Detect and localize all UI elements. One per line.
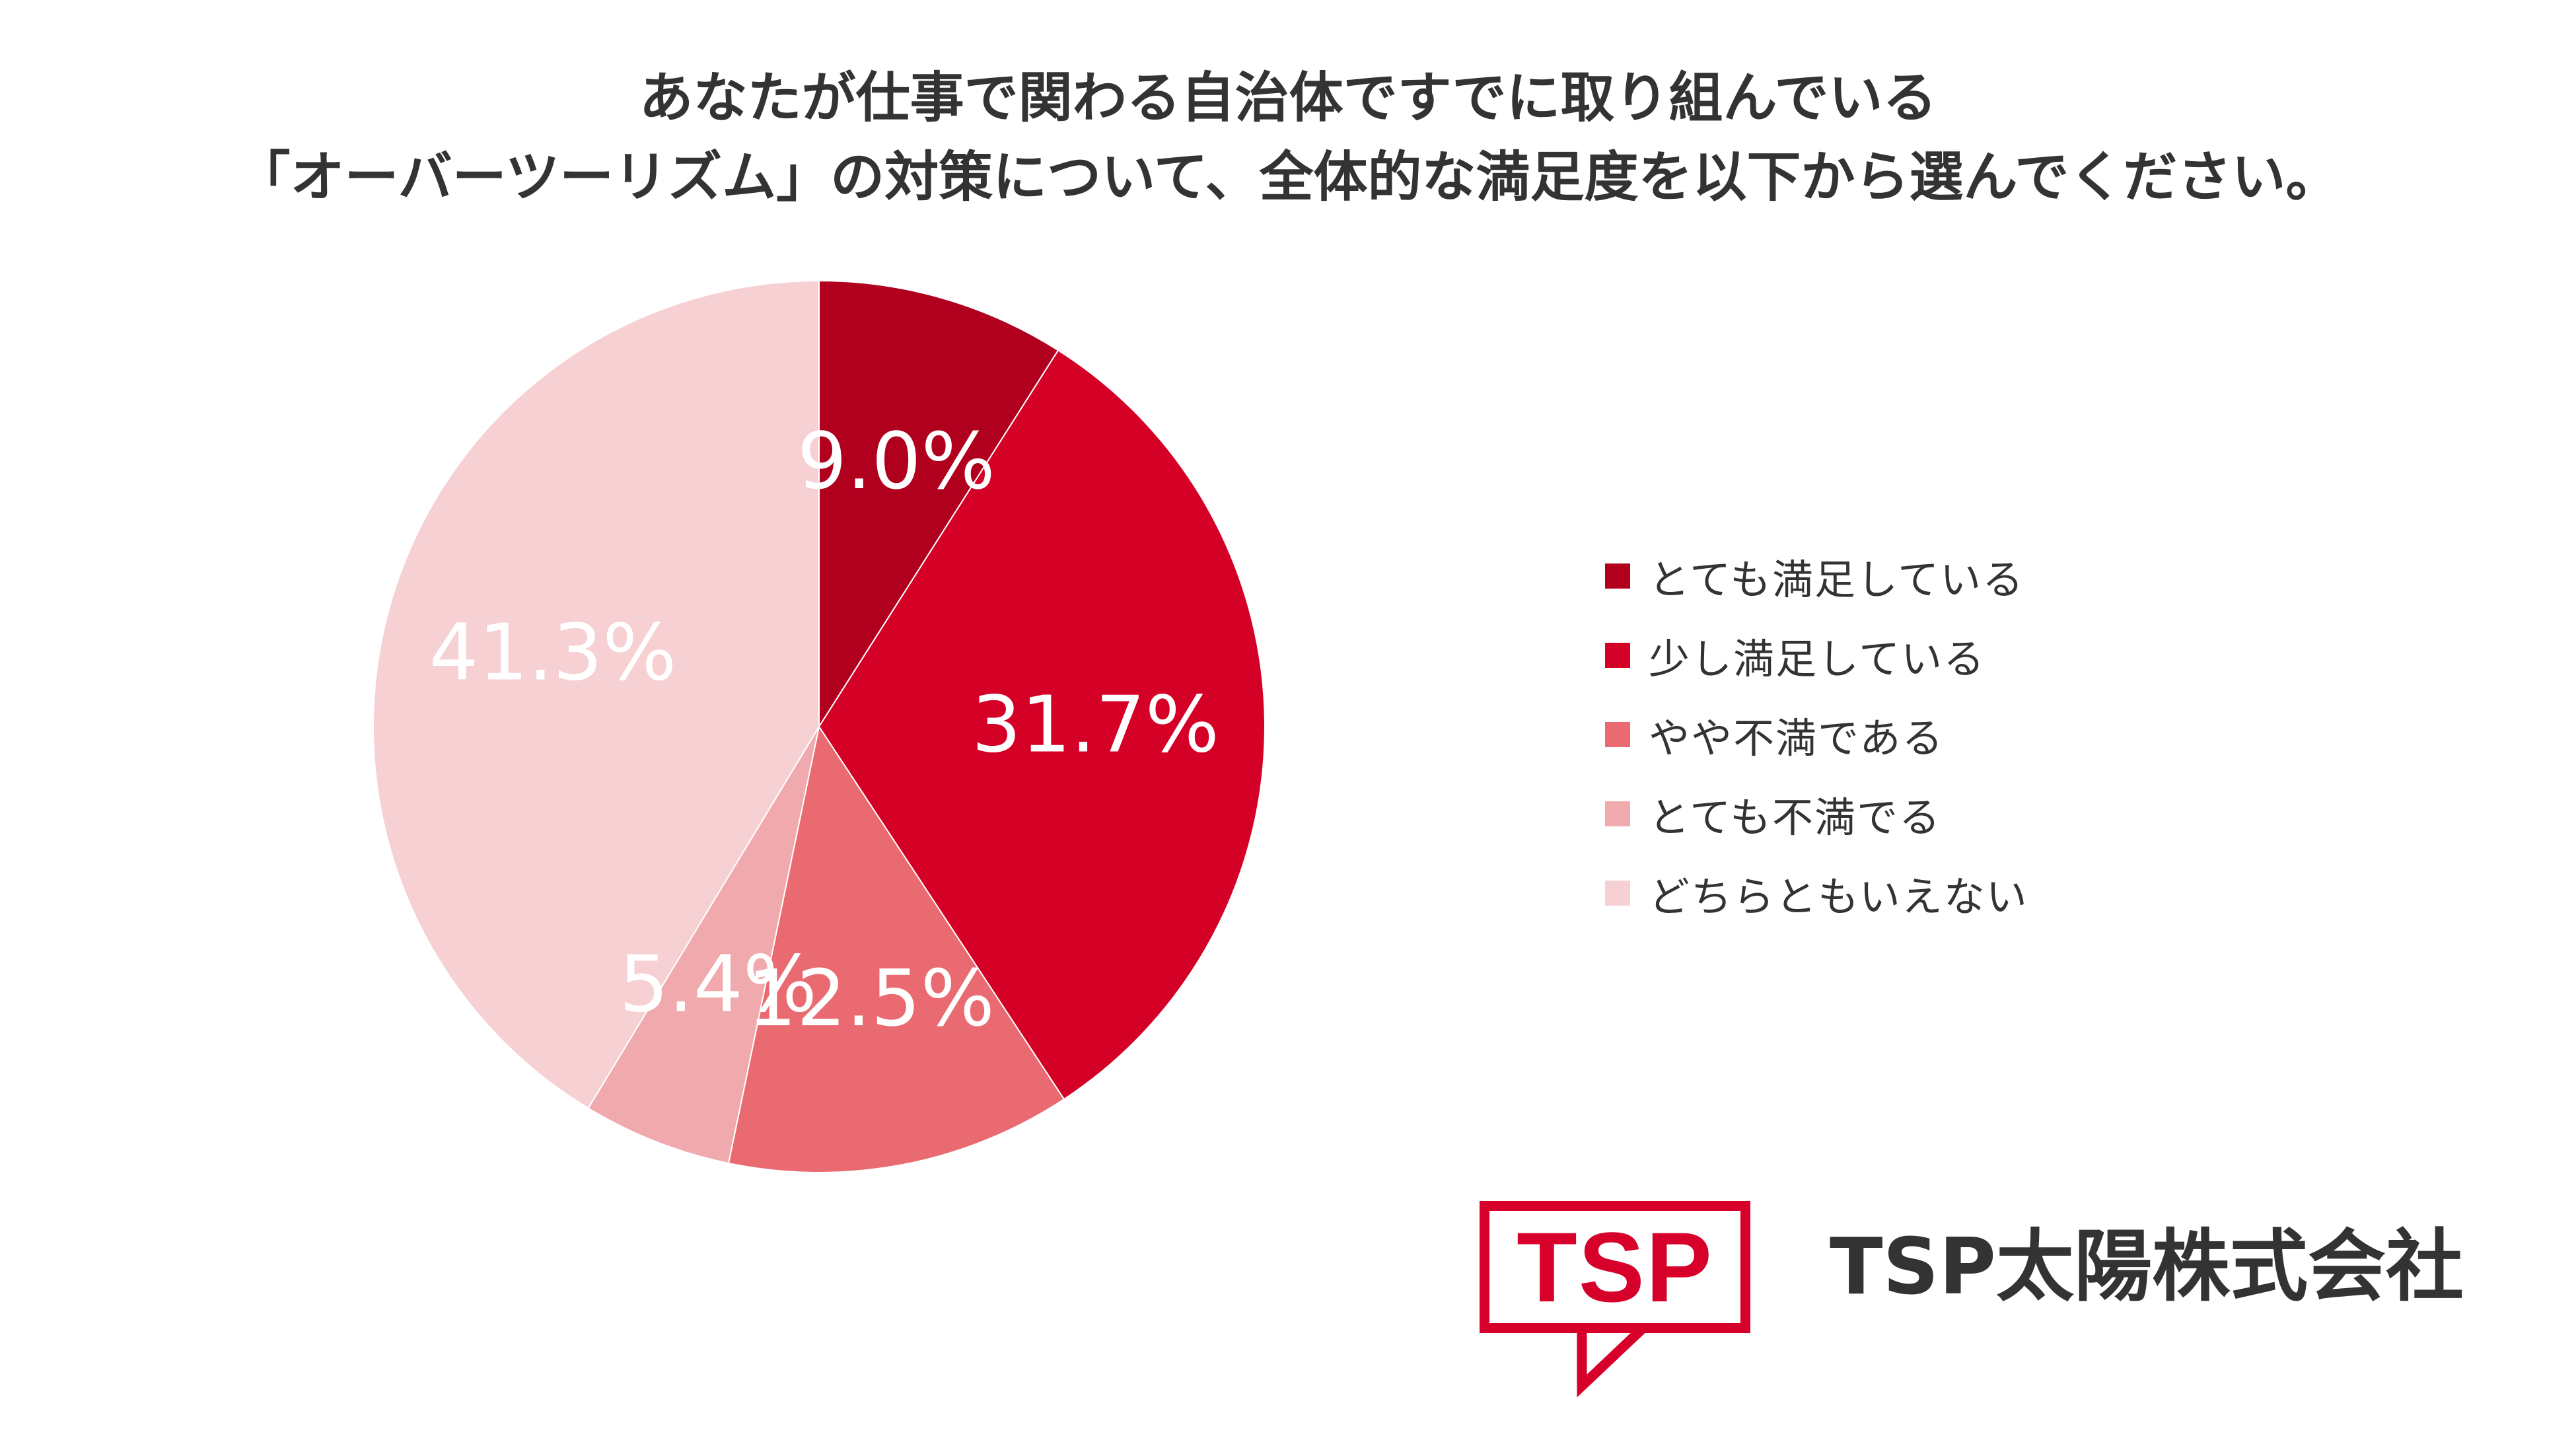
pie-data-label-4: 41.3% — [429, 607, 676, 698]
legend-swatch — [1605, 563, 1630, 589]
pie-slice-2 — [727, 725, 1065, 1173]
legend-item: とても満足している — [1605, 536, 2028, 616]
legend-swatch — [1605, 881, 1630, 906]
legend-item: 少し満足している — [1605, 616, 2028, 695]
legend-label: 少し満足している — [1649, 635, 1986, 683]
legend-label: とても不満でる — [1649, 793, 1942, 842]
pie-labels: 9.0% 31.7% 12.5%5.4% 41.3% — [429, 416, 1219, 1044]
pie-slice-4 — [372, 279, 820, 1109]
legend-label: とても満足している — [1649, 556, 2025, 604]
chart-title-line-1: あなたが仕事で関わる自治体ですでに取り組んでいる — [639, 67, 1937, 129]
pie-slices — [372, 279, 1266, 1173]
pie-data-label-1: 31.7% — [972, 679, 1219, 770]
pie-slice-0 — [818, 279, 1059, 729]
legend-item: やや不満である — [1605, 695, 2028, 774]
tsp-logo: TSP — [1480, 1201, 1750, 1333]
legend-swatch — [1605, 643, 1630, 668]
legend-label: やや不満である — [1649, 714, 1945, 762]
pie-data-label-3: 5.4% — [619, 939, 817, 1030]
chart-title-line-2: 「オーバーツーリズム」の対策について、全体的な満足度を以下から選んでください。 — [236, 146, 2340, 209]
legend-swatch — [1605, 801, 1630, 826]
pie-slice-1 — [818, 349, 1266, 1101]
company-name: TSP太陽株式会社 — [1830, 1221, 2464, 1312]
legend-item: どちらともいえない — [1605, 853, 2028, 933]
chart-legend: とても満足している 少し満足している やや不満である とても不満でる どちらとも… — [1605, 536, 2028, 933]
pie-slice-3 — [587, 726, 820, 1165]
logo-mark-text: TSP — [1517, 1212, 1713, 1323]
pie-data-label-2: 12.5% — [747, 953, 995, 1044]
legend-swatch — [1605, 722, 1630, 747]
legend-item: とても不満でる — [1605, 774, 2028, 853]
legend-label: どちらともいえない — [1649, 873, 2028, 921]
pie-data-label-0: 9.0% — [797, 416, 995, 507]
